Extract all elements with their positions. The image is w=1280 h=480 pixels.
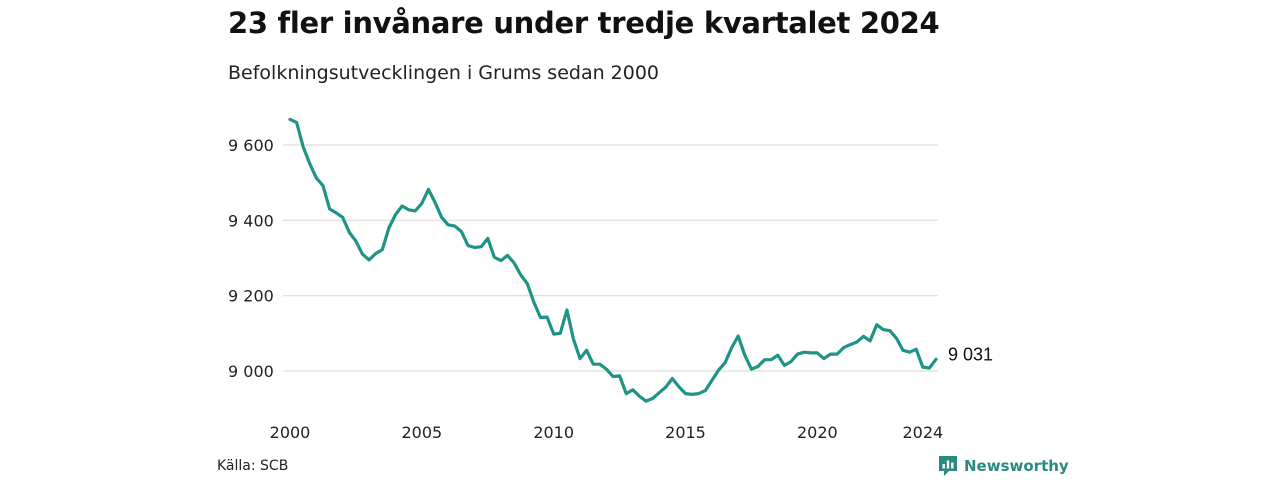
end-value-label: 9 031: [948, 344, 993, 364]
brand-name: Newsworthy: [964, 457, 1069, 475]
y-tick-label: 9 400: [228, 211, 274, 230]
x-tick-label: 2010: [533, 423, 574, 442]
source-note: Källa: SCB: [217, 458, 289, 474]
end-value-label-group: 9 031: [948, 344, 993, 364]
x-axis-tick-labels: 2000 2005 2010 2015 2020 2024: [270, 423, 944, 442]
y-tick-label: 9 000: [228, 362, 274, 381]
gridlines: [283, 144, 938, 372]
y-tick-label: 9 600: [228, 136, 274, 155]
x-tick-label: 2000: [270, 423, 311, 442]
y-tick-label: 9 200: [228, 287, 274, 306]
newsworthy-logo-icon: [939, 456, 957, 476]
line-chart: 9 000 9 200 9 400 9 600 2000 2005 2010 2015 202…: [228, 117, 993, 442]
y-axis-tick-labels: 9 000 9 200 9 400 9 600: [228, 136, 274, 381]
x-tick-label: 2015: [665, 423, 706, 442]
chart-title: 23 fler invånare under tredje kvartalet …: [228, 6, 940, 40]
brand-logo[interactable]: Newsworthy: [938, 455, 1069, 477]
chart-subtitle: Befolkningsutvecklingen i Grums sedan 20…: [228, 62, 660, 84]
series-line: [288, 117, 938, 403]
series-group: [288, 117, 938, 403]
x-tick-label: 2005: [401, 423, 442, 442]
x-tick-label: 2024: [902, 423, 943, 442]
x-tick-label: 2020: [797, 423, 838, 442]
